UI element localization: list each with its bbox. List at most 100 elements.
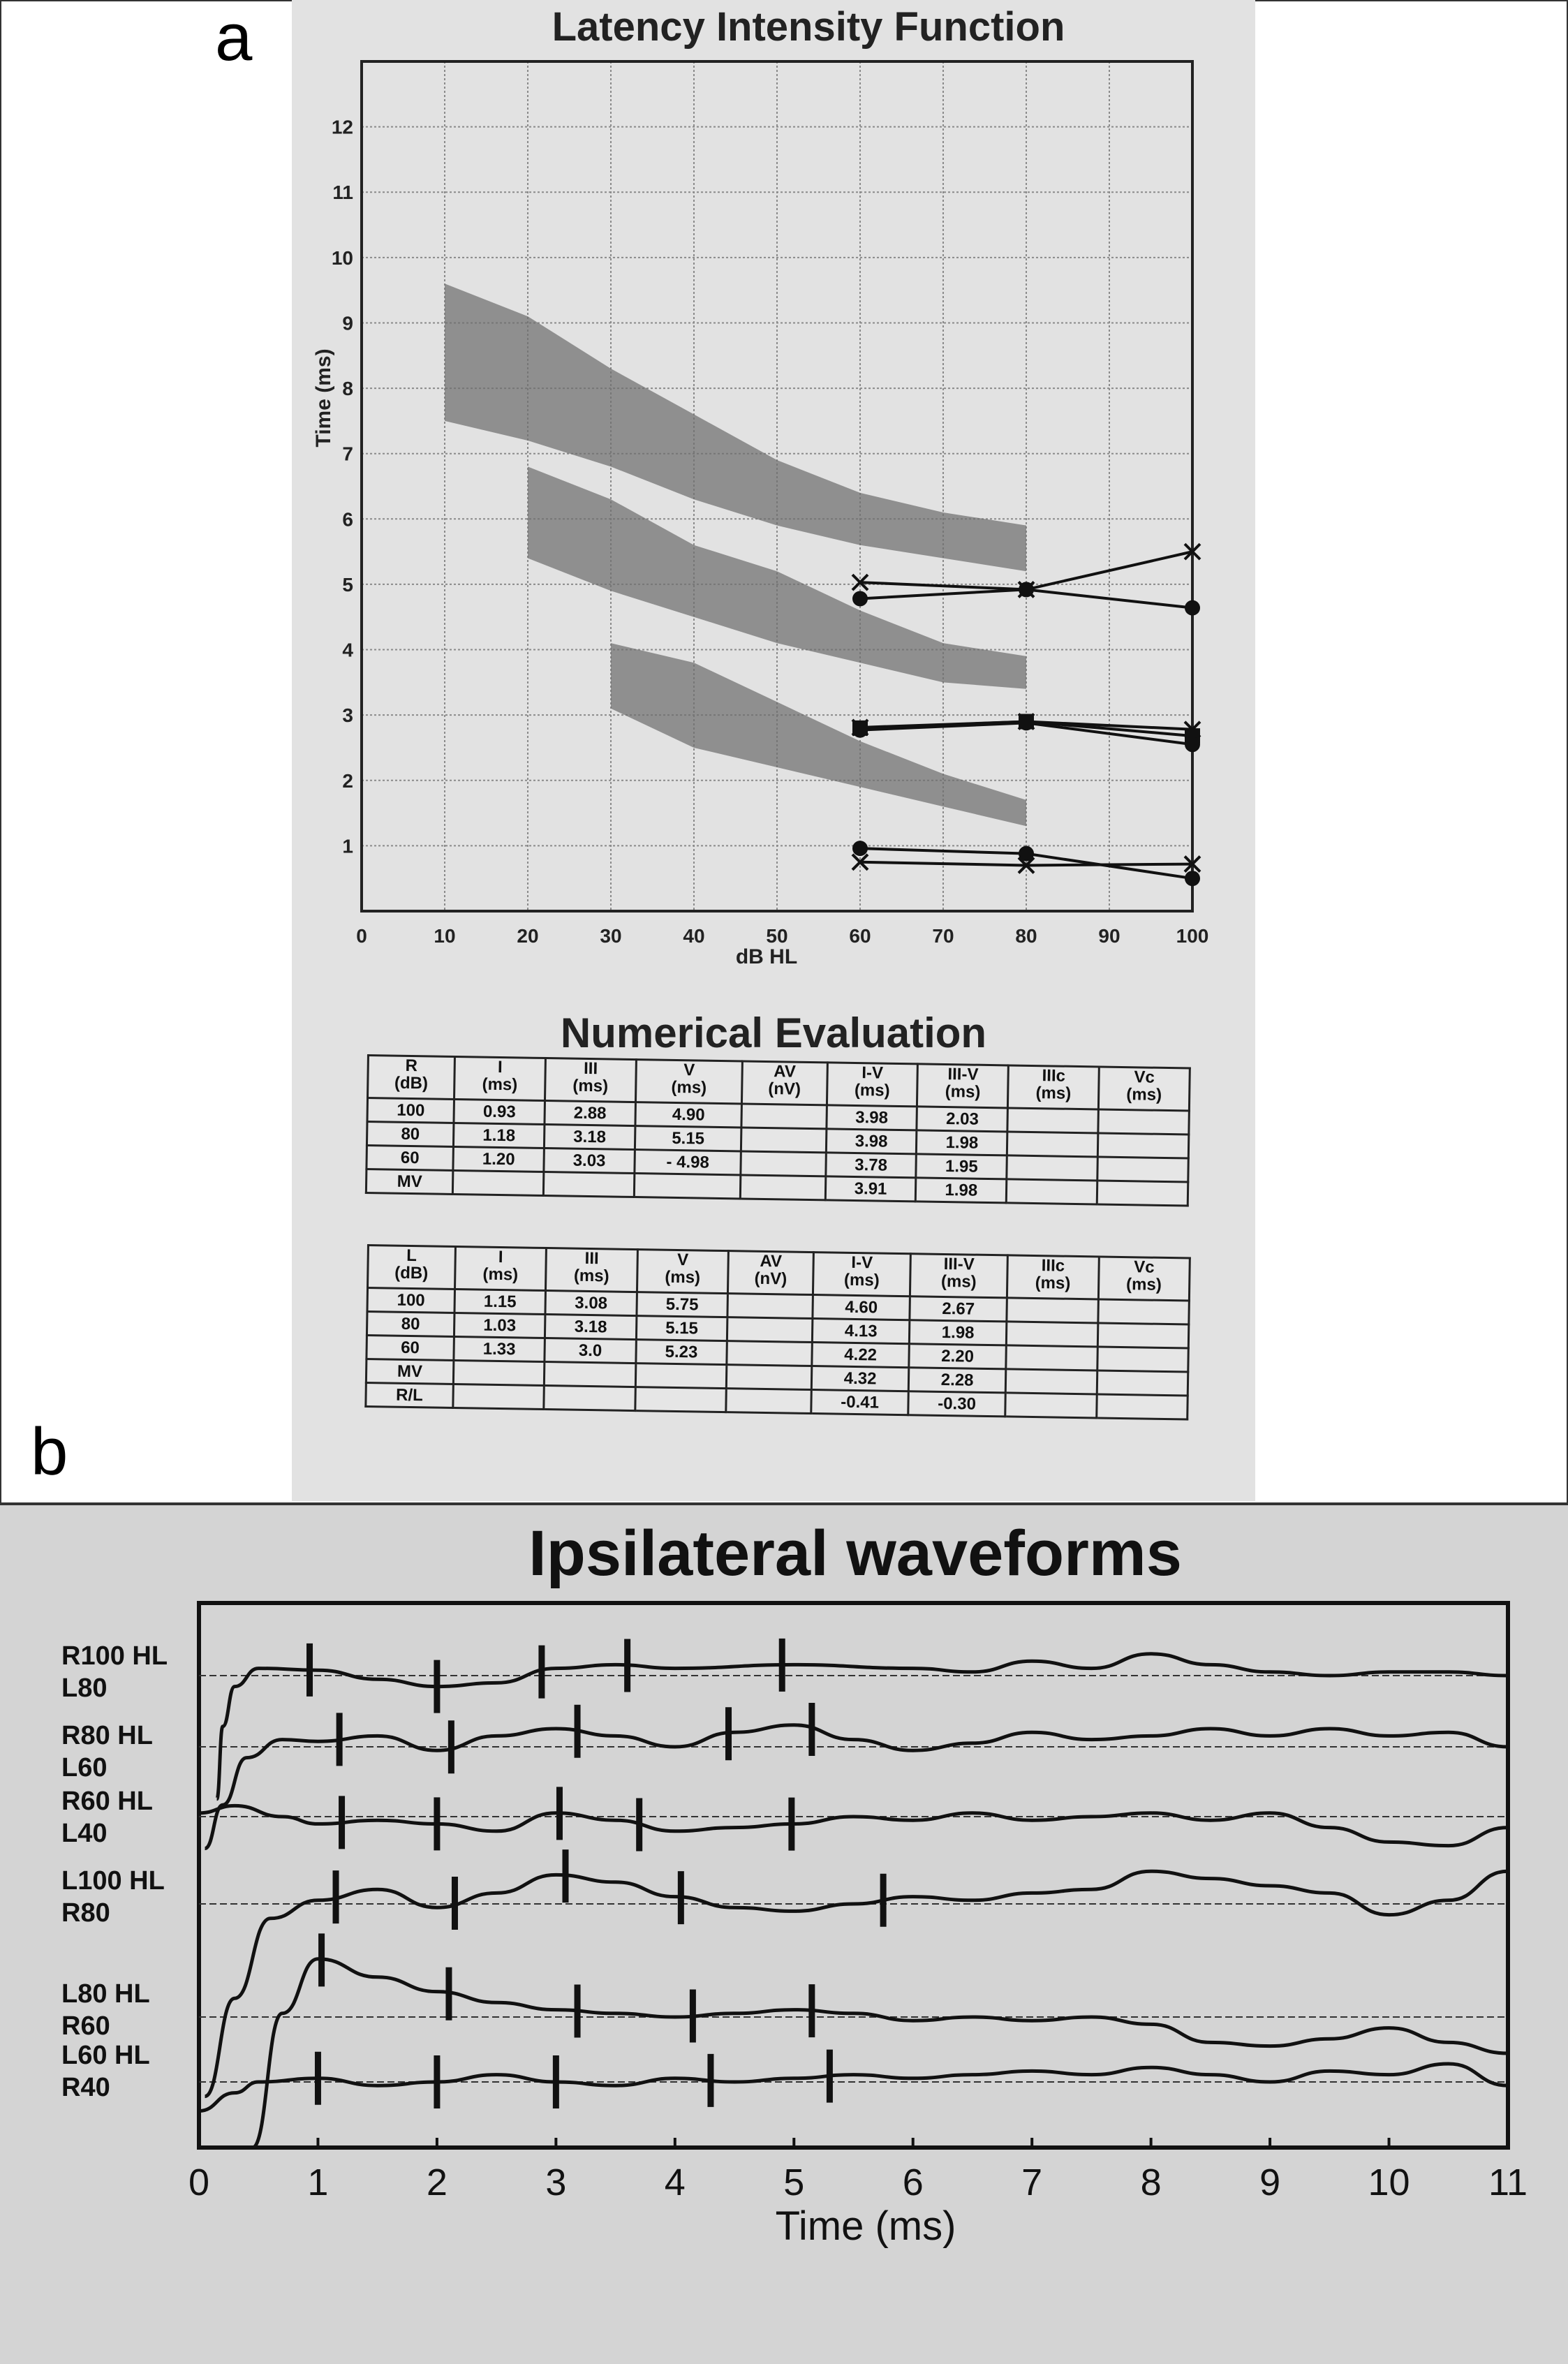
circle-marker: [1185, 737, 1200, 753]
panel-a: Latency Intensity Function Time (ms) dB …: [292, 0, 1255, 1501]
table-cell: -0.41: [811, 1389, 909, 1415]
table-cell: [726, 1364, 812, 1390]
table-cell: [1096, 1370, 1188, 1396]
waveform-trace: [251, 1957, 1509, 2150]
table-cell: [635, 1363, 727, 1389]
table-cell: [727, 1293, 813, 1319]
table-header-cell: I (ms): [454, 1056, 546, 1101]
circle-marker: [852, 841, 868, 857]
table-cell: [1097, 1109, 1190, 1135]
table-header-cell: IIIc (ms): [1007, 1065, 1100, 1109]
table-cell: [544, 1361, 636, 1387]
table-cell: 5.75: [636, 1292, 728, 1317]
table-cell: 1.33: [453, 1336, 545, 1362]
trace-label: L60 HL: [61, 2041, 150, 2070]
table-left-ear: L (dB) I (ms) III (ms) V (ms) AV (nV) I-V (ms) III-V…: [364, 1244, 1191, 1421]
x-tick-labels: 0 1 2 3 4 5 6 7 8 9 10 11: [188, 2162, 1528, 2203]
x-tick-label: 50: [766, 925, 787, 947]
circle-marker: [1185, 600, 1200, 616]
table-cell: 4.22: [811, 1342, 910, 1368]
table-cell: 3.18: [544, 1124, 635, 1150]
table-right-ear: R (dB) I (ms) III (ms) V (ms) AV (nV) I-V (ms) III-V…: [364, 1054, 1191, 1207]
table-cell: [1097, 1156, 1189, 1182]
normative-bands: [445, 283, 1026, 827]
table-header-cell: AV (nV): [727, 1250, 814, 1295]
x-tick-label: 80: [1015, 925, 1037, 947]
table-header-cell: V (ms): [637, 1249, 729, 1294]
table-cell: - 4.98: [634, 1149, 741, 1175]
x-tick-label: 90: [1098, 925, 1120, 947]
table-cell: [635, 1387, 727, 1412]
table-header-cell: I-V (ms): [827, 1062, 918, 1107]
x-axis-label: Time (ms): [776, 2203, 956, 2249]
table-cell: [1005, 1392, 1097, 1418]
table-header-cell: III-V (ms): [917, 1063, 1009, 1108]
trace-label: L80 HL: [61, 1979, 150, 2009]
y-tick-label: 4: [342, 640, 353, 661]
x-tick-labels: 0 10 20 30 40 50 60 70 80 90 100: [356, 925, 1208, 947]
table-cell: 3.98: [825, 1128, 917, 1154]
x-tick-label: 11: [1488, 2162, 1528, 2203]
table-cell: 3.78: [825, 1152, 917, 1178]
table-cell: 1.95: [916, 1153, 1007, 1179]
table-cell: 5.15: [636, 1315, 728, 1341]
x-tick-label: 10: [434, 925, 455, 947]
numerical-evaluation-title: Numerical Evaluation: [560, 1010, 987, 1056]
table-cell: [725, 1388, 812, 1414]
circle-marker: [852, 591, 868, 607]
x-tick-label: 2: [427, 2162, 448, 2203]
table-cell: 1.98: [915, 1177, 1007, 1203]
y-tick-label: 10: [332, 247, 353, 269]
plot-frame: [360, 60, 1194, 913]
table-cell: [1096, 1394, 1188, 1419]
waveform-trace: [204, 1723, 1509, 1851]
x-tick-label: 20: [517, 925, 538, 947]
table-header-cell: I (ms): [454, 1246, 547, 1291]
chart-title: Latency Intensity Function: [552, 4, 1065, 50]
circle-marker: [1185, 871, 1200, 887]
trace-label: L60: [61, 1753, 107, 1782]
table-cell: 4.60: [812, 1294, 910, 1320]
x-tick-label: 5: [783, 2162, 804, 2203]
y-tick-label: 7: [342, 443, 353, 465]
table-cell: [1005, 1368, 1097, 1394]
table-header-cell: I-V (ms): [813, 1252, 911, 1296]
y-axis-label: Time (ms): [312, 348, 335, 447]
chart-title: Ipsilateral waveforms: [528, 1518, 1182, 1589]
circle-marker: [1019, 845, 1034, 862]
y-tick-label: 12: [332, 117, 353, 138]
table-cell: [741, 1151, 826, 1176]
x-tick-label: 10: [1368, 2162, 1410, 2203]
y-tick-label: 1: [342, 835, 353, 857]
panel-label-b: b: [31, 1414, 68, 1489]
normative-band: [528, 466, 1026, 689]
table-cell: [452, 1384, 545, 1410]
table-header-cell: V (ms): [635, 1059, 743, 1104]
trace-label: L40: [61, 1819, 107, 1848]
table-cell: 1.03: [454, 1313, 546, 1338]
x-marker: [1017, 857, 1035, 874]
normative-band: [611, 643, 1026, 827]
x-tick-label: 9: [1259, 2162, 1280, 2203]
x-tick-label: 6: [903, 2162, 924, 2203]
trace-label: R80 HL: [61, 1721, 153, 1750]
table-cell: [1007, 1107, 1099, 1133]
table-cell: [634, 1173, 741, 1199]
table-cell: 3.91: [824, 1176, 917, 1202]
x-marker: [1183, 542, 1201, 561]
table-cell: [1097, 1180, 1188, 1206]
table-cell: [1006, 1321, 1098, 1347]
x-marker: [1183, 721, 1201, 739]
table-header-cell: R (dB): [367, 1055, 455, 1100]
x-tick-label: 3: [545, 2162, 566, 2203]
table-cell: 1.98: [909, 1320, 1007, 1345]
table-cell: 60: [366, 1145, 454, 1171]
table-cell: [1097, 1299, 1190, 1324]
x-tick-label: 0: [188, 2162, 209, 2203]
table-cell: -0.30: [908, 1391, 1006, 1417]
table-cell: 4.13: [812, 1318, 910, 1344]
table-header-cell: Vc (ms): [1097, 1256, 1190, 1301]
table-cell: 2.20: [908, 1343, 1007, 1369]
panel-b: Ipsilateral waveforms Time (ms) R100 HL L…: [0, 1502, 1568, 2364]
